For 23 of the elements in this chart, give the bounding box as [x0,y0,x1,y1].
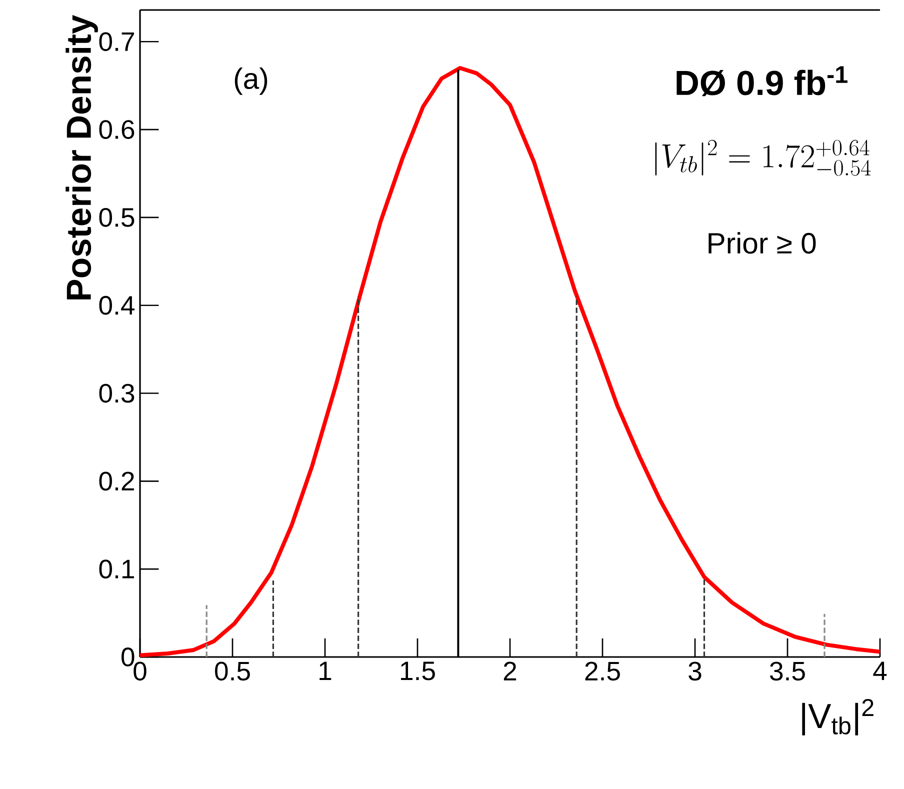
annotation: Prior ≥ 0 [708,232,816,254]
y-tick-label: 0 [122,648,134,666]
x-tick-label: 1 [320,662,332,680]
y-axis-title: Posterior Density [66,14,98,300]
annotation: DØ 0.9 fb$^{-1}$ [676,66,848,96]
x-tick-label: 3.5 [770,662,805,681]
y-tick-label: 0.1 [99,560,134,579]
x-axis-title: |V$_{tb}$|$^{2}$ [802,699,874,736]
y-tick-label: 0.4 [99,296,135,315]
y-tick-label: 0.5 [99,208,134,227]
x-tick-label: 2 [504,662,516,680]
x-tick-label: 1.5 [400,662,435,680]
y-tick-label: 0.6 [99,120,134,139]
x-tick-label: 3 [688,662,702,681]
x-tick-label: 0.5 [215,662,250,681]
annotation: $|V_{tb}|^{2} = 1.72^{+0.64}_{-0.54}$ [655,140,871,176]
x-tick-label: 2.5 [585,662,620,681]
y-tick-label: 0.2 [99,472,134,491]
x-tick-label: 0 [134,662,146,681]
x-tick-label: 4 [873,662,887,680]
annotation: (a) [234,67,268,95]
y-tick-label: 0.7 [99,32,134,52]
y-tick-label: 0.3 [99,384,134,403]
